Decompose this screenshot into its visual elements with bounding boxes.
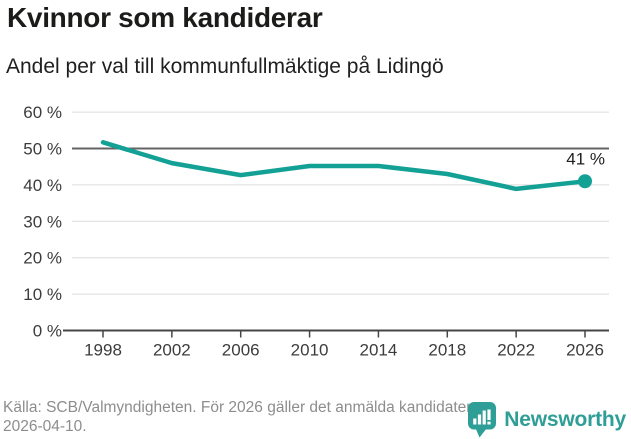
newsworthy-icon bbox=[468, 402, 497, 438]
line-chart: 1998 2002 2006 2010 2014 2018 2022 2026 0 % 10 % 2… bbox=[23, 103, 609, 360]
y-tick-label: 60 % bbox=[23, 103, 62, 122]
x-tick-label: 2002 bbox=[153, 341, 191, 360]
x-tick-label: 2006 bbox=[222, 341, 260, 360]
trend-line bbox=[100, 140, 588, 192]
y-tick-label: 30 % bbox=[23, 212, 62, 231]
chart-subtitle: Andel per val till kommunfullmäktige på … bbox=[6, 55, 444, 78]
x-tick-label: 2010 bbox=[291, 341, 329, 360]
y-tick-label: 0 % bbox=[33, 322, 62, 341]
x-tick-label: 2026 bbox=[566, 341, 604, 360]
latest-point-marker bbox=[577, 174, 592, 189]
y-tick-label: 50 % bbox=[23, 140, 62, 159]
newsworthy-wordmark: Newsworthy bbox=[504, 407, 626, 431]
newsworthy-logo: Newsworthy bbox=[467, 401, 626, 438]
x-tick-label: 2014 bbox=[360, 341, 398, 360]
x-tick-label: 1998 bbox=[84, 341, 122, 360]
y-tick-label: 20 % bbox=[23, 249, 62, 268]
latest-value-label: 41 % bbox=[566, 149, 605, 168]
x-tick-label: 2018 bbox=[428, 341, 466, 360]
chart-title: Kvinnor som kandiderar bbox=[7, 2, 323, 33]
x-tick-label: 2022 bbox=[497, 341, 535, 360]
source-note: Källa: SCB/Valmyndigheten. För 2026 gäll… bbox=[3, 399, 472, 435]
y-tick-label: 40 % bbox=[23, 176, 62, 195]
y-tick-label: 10 % bbox=[23, 285, 62, 304]
